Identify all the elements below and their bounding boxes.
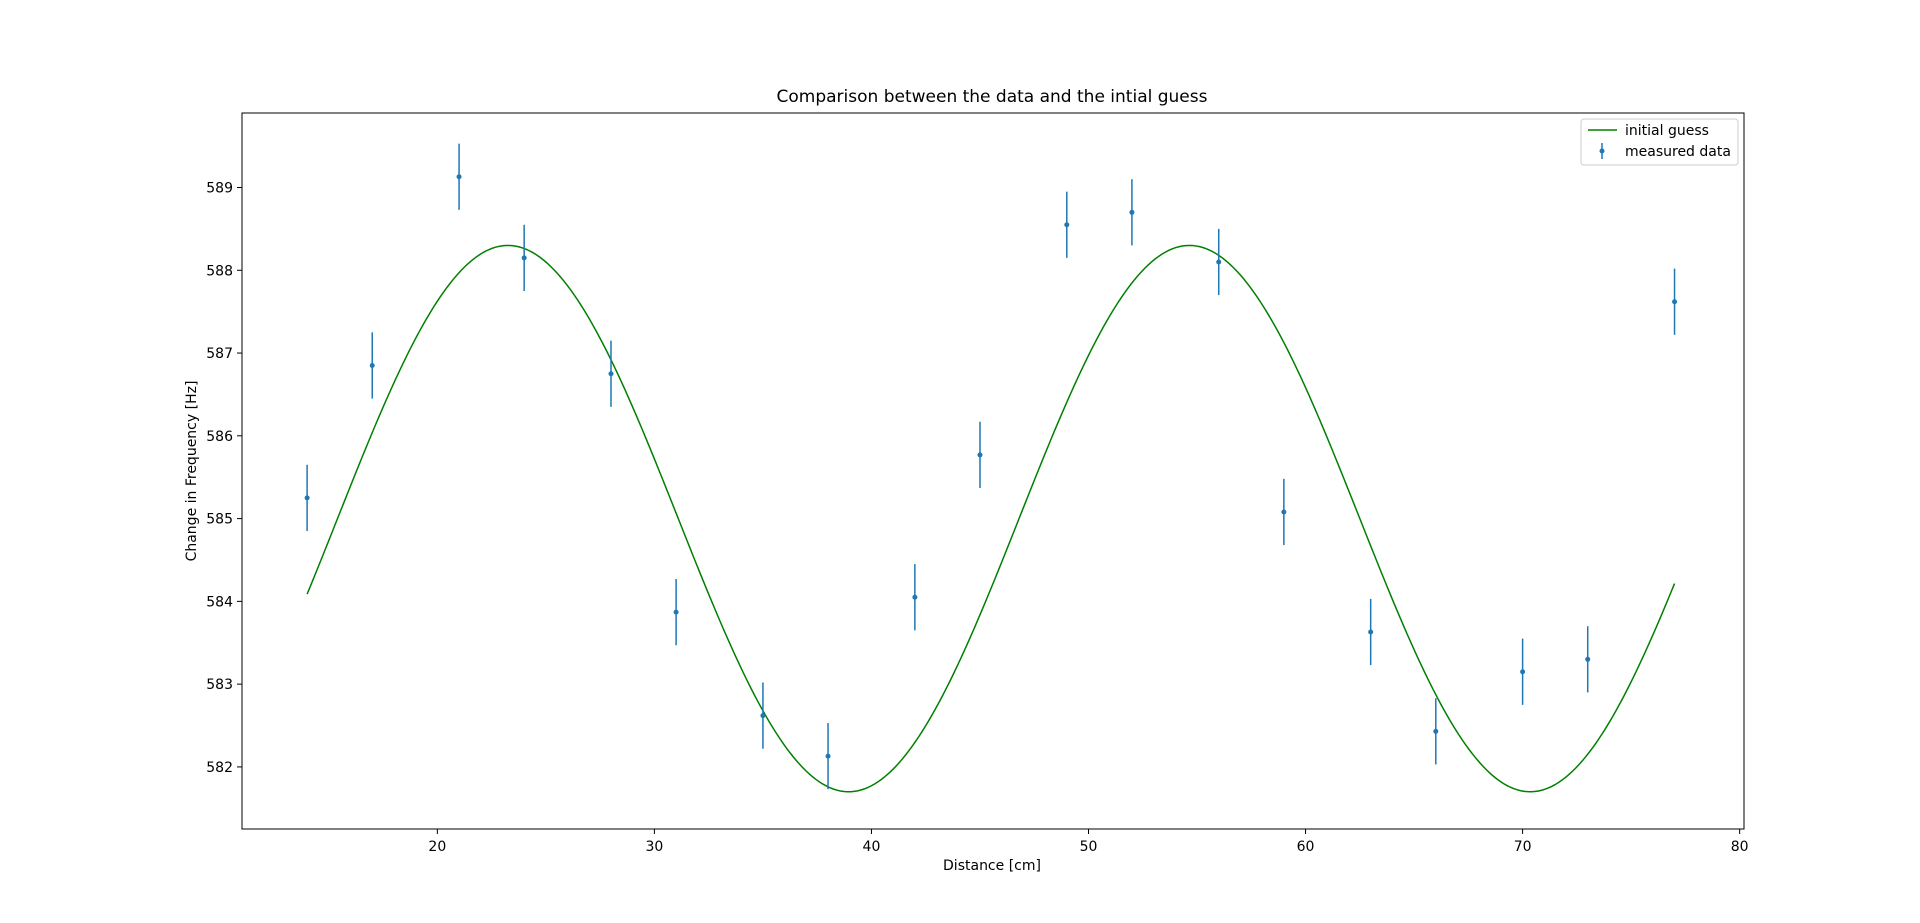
data-point: [1216, 259, 1222, 265]
data-point: [1433, 728, 1439, 734]
legend: initial guess measured data: [1580, 118, 1739, 166]
y-tick-label: 587: [206, 346, 233, 362]
data-point: [977, 452, 983, 458]
data-point: [825, 753, 831, 759]
data-point: [1129, 209, 1135, 215]
y-tick-label: 583: [206, 677, 233, 693]
measured-data-series: [304, 143, 1678, 790]
x-tick-label: 40: [863, 839, 881, 855]
x-tick-label: 30: [645, 839, 663, 855]
data-point: [521, 255, 527, 261]
data-point: [1368, 629, 1374, 635]
data-point: [673, 609, 679, 615]
data-point: [912, 594, 918, 600]
data-point: [369, 362, 375, 368]
data-point: [760, 713, 766, 719]
legend-box: [1580, 118, 1739, 166]
data-point: [456, 174, 462, 180]
y-axis-label: Change in Frequency [Hz]: [184, 381, 200, 562]
y-tick-label: 584: [206, 594, 233, 610]
y-tick-label: 586: [206, 429, 233, 445]
x-tick-label: 20: [428, 839, 446, 855]
plot-area: [241, 112, 1745, 830]
legend-label-measured-data: measured data: [1625, 144, 1731, 160]
data-point: [304, 495, 310, 501]
y-tick-label: 589: [206, 180, 233, 196]
data-point: [1672, 299, 1678, 305]
x-tick-label: 80: [1731, 839, 1749, 855]
y-tick-label: 585: [206, 512, 233, 528]
data-point: [1064, 222, 1070, 228]
initial-guess-line: [306, 244, 1676, 793]
legend-label-initial-guess: initial guess: [1625, 123, 1709, 139]
data-point: [1281, 509, 1287, 515]
x-tick-label: 70: [1514, 839, 1532, 855]
x-axis: 20 30 40 50 60 70 80: [428, 829, 1749, 855]
data-point: [1585, 656, 1591, 662]
y-tick-label: 588: [206, 263, 233, 279]
y-axis: 582 583 584 585 586 587 588 589: [206, 180, 242, 776]
x-tick-label: 60: [1297, 839, 1315, 855]
chart-title: Comparison between the data and the inti…: [777, 87, 1208, 107]
data-point: [1520, 669, 1526, 675]
x-tick-label: 50: [1080, 839, 1098, 855]
x-axis-label: Distance [cm]: [943, 858, 1041, 874]
legend-marker-swatch: [1599, 148, 1605, 154]
data-point: [608, 371, 614, 377]
y-tick-label: 582: [206, 760, 233, 776]
